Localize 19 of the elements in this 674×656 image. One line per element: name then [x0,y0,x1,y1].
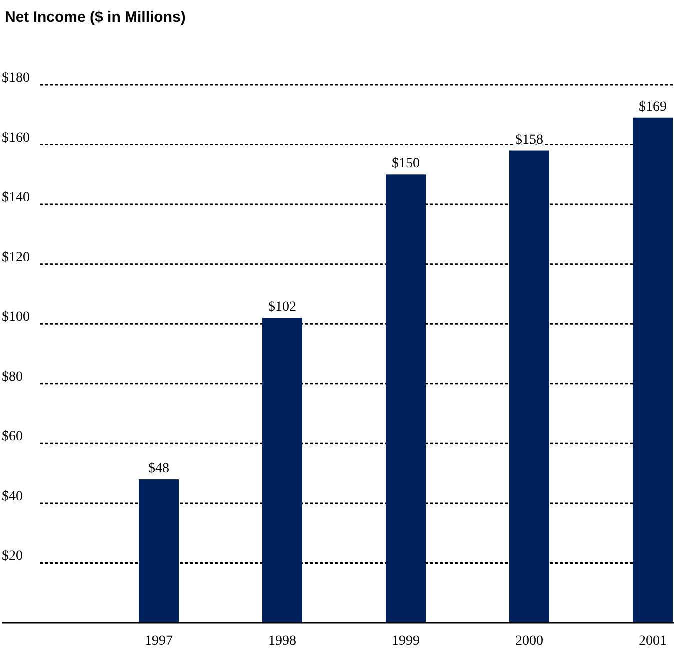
y-tick-label: $120 [2,250,30,266]
x-tick-label: 2001 [639,634,667,649]
data-label: $169 [639,100,667,115]
x-tick-label: 1998 [268,634,296,649]
y-tick-label: $20 [2,549,23,564]
y-tick-label: $60 [2,430,23,445]
x-tick-label: 2000 [516,634,544,649]
y-tick-label: $40 [2,489,23,504]
y-tick-label: $160 [2,130,30,146]
x-tick-label: 1997 [145,634,173,649]
y-tick-label: $80 [2,370,23,385]
data-label: $48 [148,462,170,477]
x-tick-label: 1999 [392,634,420,649]
y-tick-label: $180 [2,71,30,86]
chart-title: Net Income ($ in Millions) [5,9,186,26]
data-label: $150 [392,156,420,172]
y-tick-label: $140 [2,190,30,206]
data-label: $102 [268,300,296,316]
y-tick-label: $100 [2,310,30,326]
